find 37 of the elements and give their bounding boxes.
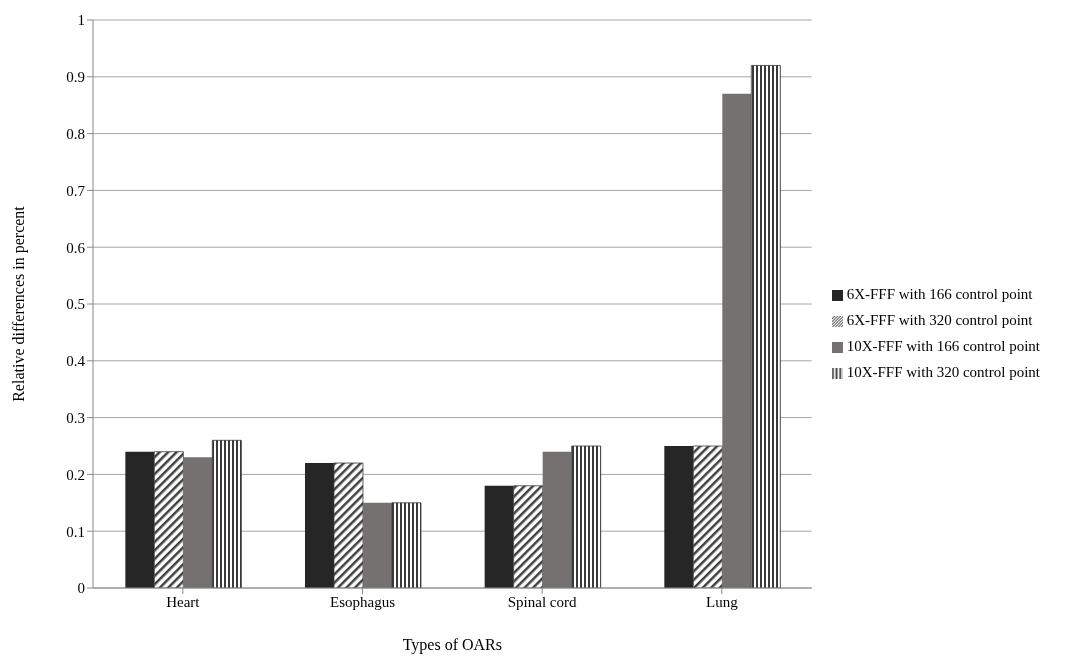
bar: [750, 65, 781, 588]
y-tick-label: 0.7: [66, 182, 86, 199]
bar: [513, 485, 544, 588]
y-tick-label: 0.6: [66, 239, 86, 256]
x-tick-label: Esophagus: [329, 593, 396, 610]
bar: [305, 463, 334, 588]
y-tick-label: 1: [77, 12, 85, 29]
bar: [153, 451, 184, 588]
y-tick-label: 0.1: [66, 523, 85, 540]
x-tick-label: Spinal cord: [507, 593, 578, 610]
legend-label: 10X-FFF with 166 control point: [846, 338, 1040, 354]
legend-label: 6X-FFF with 320 control point: [846, 312, 1033, 328]
legend-label: 6X-FFF with 166 control point: [846, 286, 1033, 302]
y-tick-label: 0: [77, 580, 85, 597]
y-tick-label: 0.8: [66, 125, 85, 142]
y-tick-label: 0.9: [66, 69, 85, 86]
bar: [664, 446, 694, 588]
bar: [183, 457, 213, 588]
bar: [722, 93, 752, 588]
bar: [692, 445, 723, 588]
bar: [211, 439, 242, 588]
y-tick-label: 0.5: [66, 296, 85, 313]
bar: [484, 485, 514, 588]
y-tick-label: 0.2: [66, 466, 85, 483]
bar: [333, 462, 364, 588]
y-tick-label: 0.3: [66, 409, 85, 426]
bar: [391, 502, 422, 588]
bar: [542, 451, 572, 588]
x-tick-label: Heart: [166, 593, 201, 610]
bar: [363, 502, 392, 588]
bar: [125, 451, 155, 588]
bar: [571, 445, 602, 588]
x-axis-title: Types of OARs: [402, 636, 502, 654]
x-tick-label: Lung: [705, 593, 739, 610]
y-axis-title: Relative differences in percent: [9, 205, 28, 402]
legend-label: 10X-FFF with 320 control point: [846, 364, 1040, 380]
y-tick-label: 0.4: [66, 353, 86, 370]
